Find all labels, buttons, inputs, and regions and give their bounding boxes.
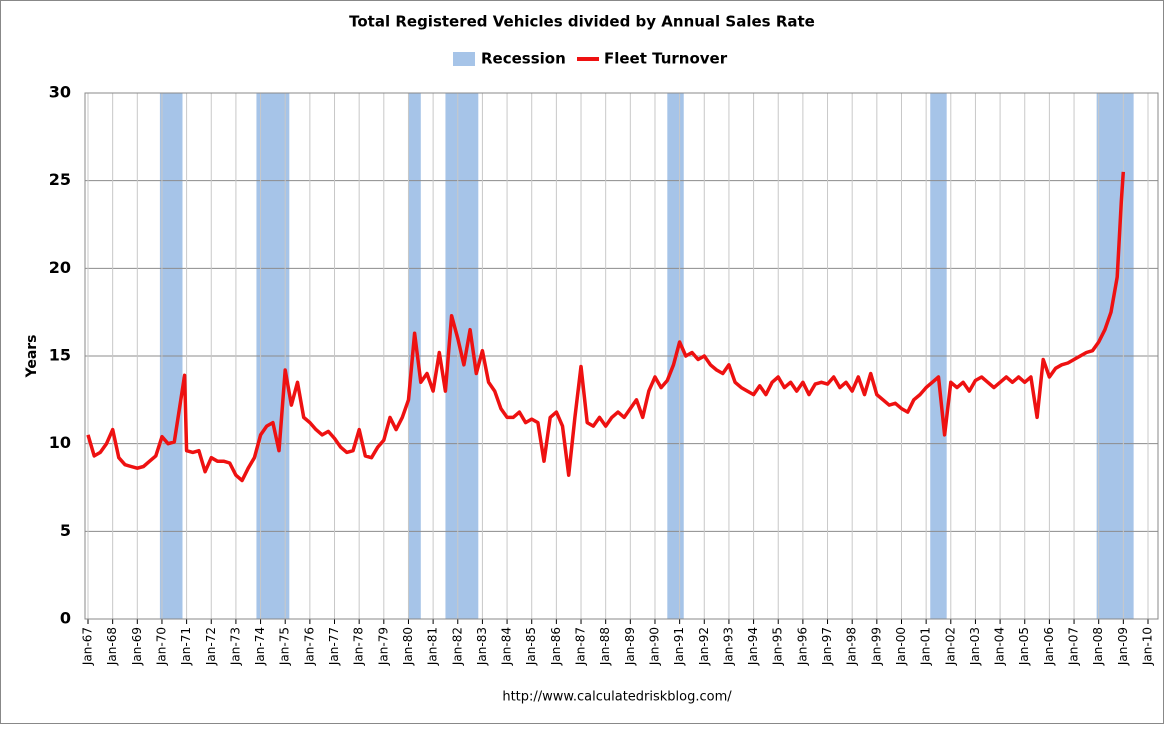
x-tick-label: Jan-69 — [130, 627, 144, 666]
x-tick-label: Jan-70 — [154, 627, 168, 666]
x-tick-label: Jan-89 — [623, 627, 637, 666]
y-axis-label: Years — [24, 334, 40, 378]
x-tick-label: Jan-05 — [1017, 627, 1031, 666]
x-tick-label: Jan-68 — [105, 627, 119, 666]
y-tick-label: 0 — [60, 609, 71, 628]
x-tick-label: Jan-09 — [1116, 627, 1130, 666]
x-tick-label: Jan-00 — [894, 627, 908, 666]
x-tick-label: Jan-88 — [598, 627, 612, 666]
x-tick-label: Jan-98 — [845, 627, 859, 666]
x-tick-label: Jan-01 — [919, 627, 933, 666]
chart-title: Total Registered Vehicles divided by Ann… — [349, 13, 815, 31]
legend-swatch — [453, 52, 475, 66]
x-tick-label: Jan-75 — [278, 627, 292, 666]
legend-label: Recession — [481, 50, 566, 68]
x-tick-label: Jan-79 — [376, 627, 390, 666]
x-tick-label: Jan-95 — [771, 627, 785, 666]
x-tick-label: Jan-94 — [746, 627, 760, 666]
x-tick-label: Jan-76 — [302, 627, 316, 666]
x-tick-label: Jan-84 — [500, 627, 514, 666]
y-tick-label: 10 — [49, 433, 71, 452]
x-tick-label: Jan-67 — [81, 627, 95, 666]
x-tick-label: Jan-04 — [993, 627, 1007, 666]
x-tick-label: Jan-92 — [697, 627, 711, 666]
line-series — [86, 171, 1126, 483]
x-tick-label: Jan-97 — [820, 627, 834, 666]
y-tick-label: 30 — [49, 83, 71, 102]
legend-label: Fleet Turnover — [604, 50, 728, 68]
x-tick-label: Jan-83 — [475, 627, 489, 666]
x-tick-label: Jan-06 — [1042, 627, 1056, 666]
x-tick-label: Jan-93 — [721, 627, 735, 666]
x-tick-label: Jan-77 — [327, 627, 341, 666]
y-tick-label: 20 — [49, 258, 71, 277]
x-tick-label: Jan-07 — [1067, 627, 1081, 666]
x-tick-label: Jan-87 — [574, 627, 588, 666]
x-tick-label: Jan-86 — [549, 627, 563, 666]
x-tick-label: Jan-10 — [1141, 627, 1155, 666]
x-tick-label: Jan-96 — [795, 627, 809, 666]
y-tick-label: 25 — [49, 170, 71, 189]
x-tick-label: Jan-99 — [869, 627, 883, 666]
x-tick-label: Jan-74 — [253, 627, 267, 666]
x-tick-label: Jan-90 — [647, 627, 661, 666]
y-tick-label: 5 — [60, 521, 71, 540]
plot-frame — [84, 92, 1159, 620]
x-tick-label: Jan-81 — [426, 627, 440, 666]
x-tick-label: Jan-85 — [524, 627, 538, 666]
x-tick-label: Jan-02 — [943, 627, 957, 666]
y-tick-label: 15 — [49, 346, 71, 365]
x-tick-label: Jan-08 — [1091, 627, 1105, 666]
x-tick-label: Jan-03 — [968, 627, 982, 666]
source-note: http://www.calculatedriskblog.com/ — [502, 690, 732, 705]
x-tick-label: Jan-91 — [672, 627, 686, 666]
x-tick-label: Jan-80 — [401, 627, 415, 666]
x-tick-label: Jan-78 — [352, 627, 366, 666]
x-tick-label: Jan-72 — [204, 627, 218, 666]
x-tick-label: Jan-73 — [228, 627, 242, 666]
x-tick-label: Jan-82 — [450, 627, 464, 666]
x-tick-label: Jan-71 — [179, 627, 193, 666]
